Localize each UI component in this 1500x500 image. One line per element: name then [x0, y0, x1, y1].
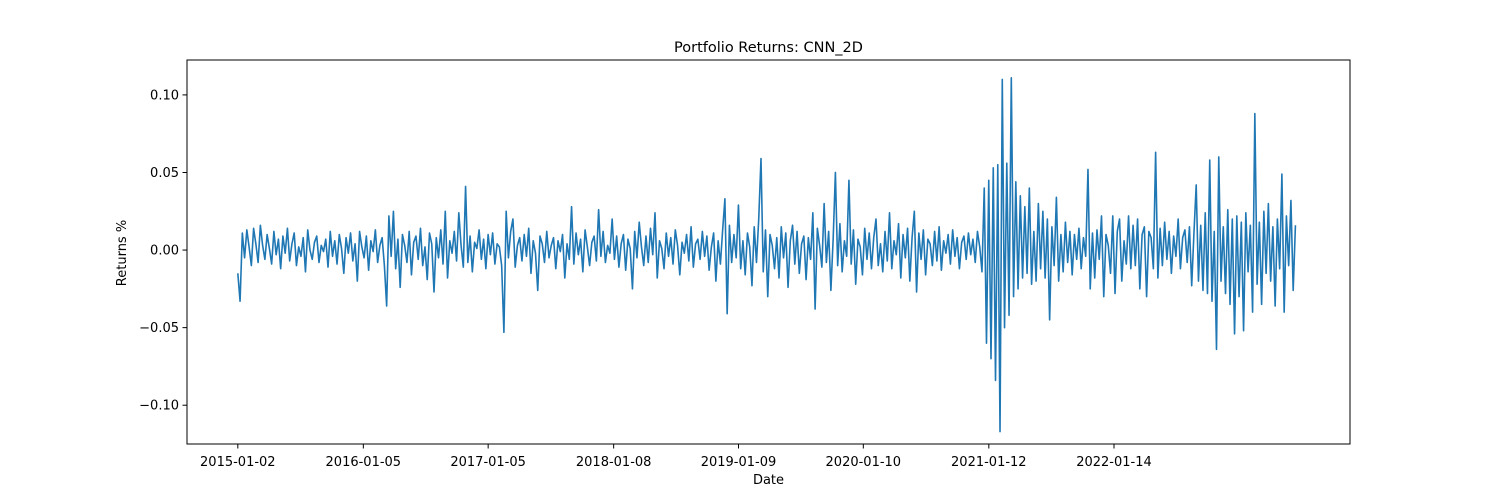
- y-axis-label: Returns %: [115, 220, 130, 286]
- y-tick-label: −0.10: [139, 399, 179, 414]
- axis-layer: −0.10 −0.05 0.00 0.05 0.10 2015-01-02 2016-01-…: [139, 59, 1351, 470]
- chart-title: Portfolio Returns: CNN_2D: [674, 40, 863, 56]
- x-tick-label: 2017-01-05: [450, 455, 526, 470]
- x-axis-label: Date: [753, 473, 784, 488]
- x-tick-label: 2015-01-02: [200, 455, 276, 470]
- x-tick-label: 2022-01-14: [1076, 455, 1152, 470]
- y-tick-label: 0.05: [150, 166, 179, 181]
- y-tick-label: 0.10: [150, 88, 179, 103]
- x-tick-label: 2021-01-12: [951, 455, 1027, 470]
- data-layer: [237, 77, 1297, 433]
- series-line-0: [237, 77, 1297, 433]
- y-tick-label: 0.00: [150, 244, 179, 259]
- plot-frame: [186, 59, 1351, 445]
- x-tick-label: 2016-01-05: [326, 455, 402, 470]
- y-tick-label: −0.05: [139, 321, 179, 336]
- x-tick-label: 2019-01-09: [701, 455, 777, 470]
- x-tick-label: 2020-01-10: [826, 455, 902, 470]
- x-tick-label: 2018-01-08: [576, 455, 652, 470]
